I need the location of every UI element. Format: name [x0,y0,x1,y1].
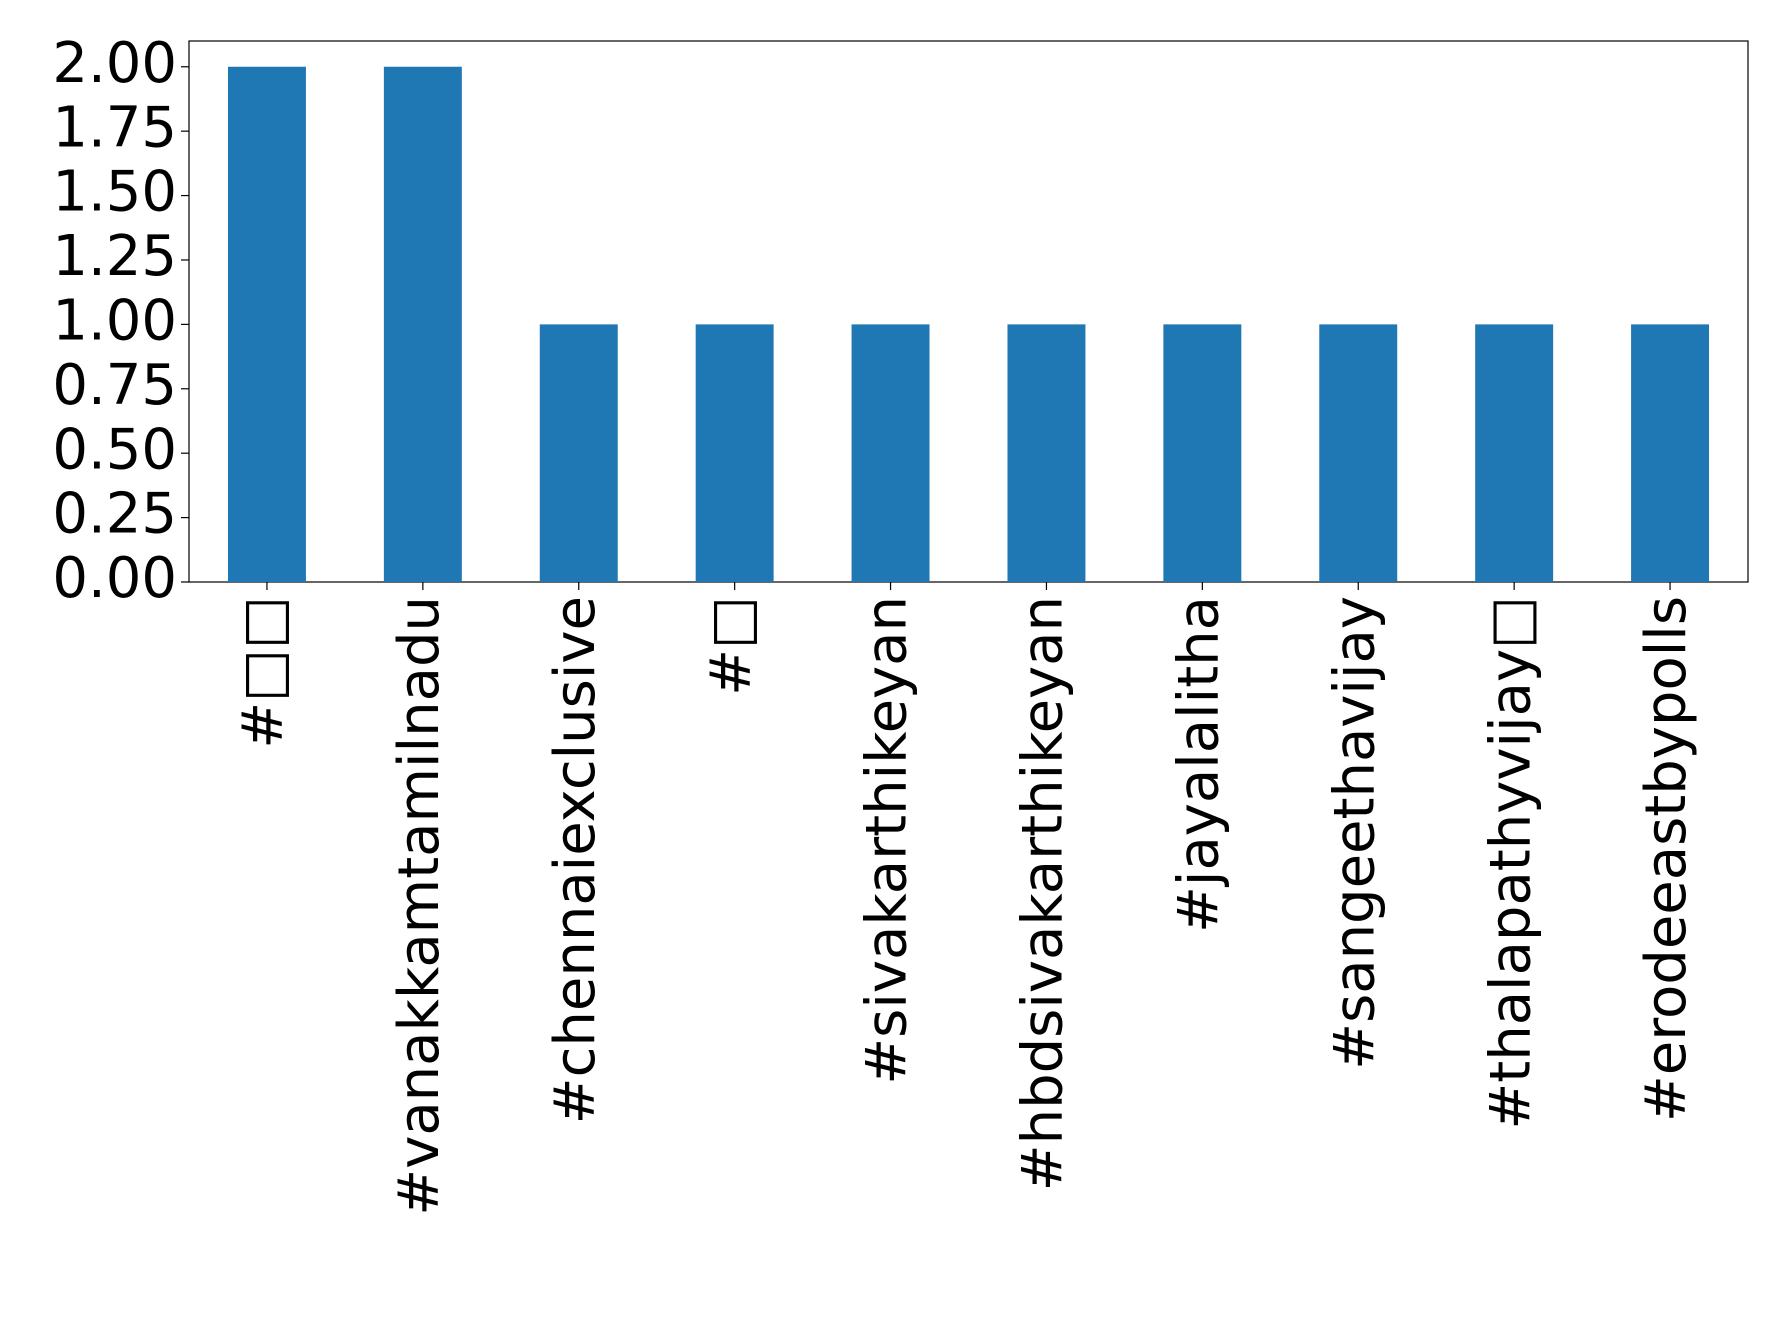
x-tick-label: #erodeeastbypolls [1634,596,1699,1122]
bar [383,66,462,582]
x-tick-label: #jayalalitha [1166,596,1231,933]
bar [1319,324,1398,582]
x-tick-label: #thalapathyvijay□ [1478,596,1543,1130]
bar [851,324,930,582]
x-tick-label: #sivakarthikeyan [855,596,920,1085]
x-tick-label: #hbdsivakarthikeyan [1011,596,1076,1191]
y-tick-label: 1.50 [52,160,177,225]
plot-frame [188,40,1749,583]
y-tick-label: 1.25 [52,224,177,289]
bar [1631,324,1710,582]
y-tick-label: 1.00 [52,289,177,354]
bar [1007,324,1086,582]
bar [1163,324,1242,582]
bar [695,324,774,582]
y-tick-label: 2.00 [52,31,177,96]
x-tick-label: #□□ [231,596,296,749]
y-tick-label: 0.25 [52,482,177,547]
y-tick-label: 0.75 [52,353,177,418]
bar [227,66,306,582]
x-tick-label: #vanakkamtamilnadu [387,596,452,1216]
x-tick-label: #sangeethavijay [1322,596,1387,1070]
y-tick-label: 1.75 [52,95,177,160]
x-tick-label: #chennaiexclusive [543,596,608,1124]
bar [1475,324,1554,582]
y-tick-label: 0.50 [52,417,177,482]
bar [539,324,618,582]
x-tick-label: #□ [699,596,764,696]
y-tick-label: 0.00 [52,546,177,611]
